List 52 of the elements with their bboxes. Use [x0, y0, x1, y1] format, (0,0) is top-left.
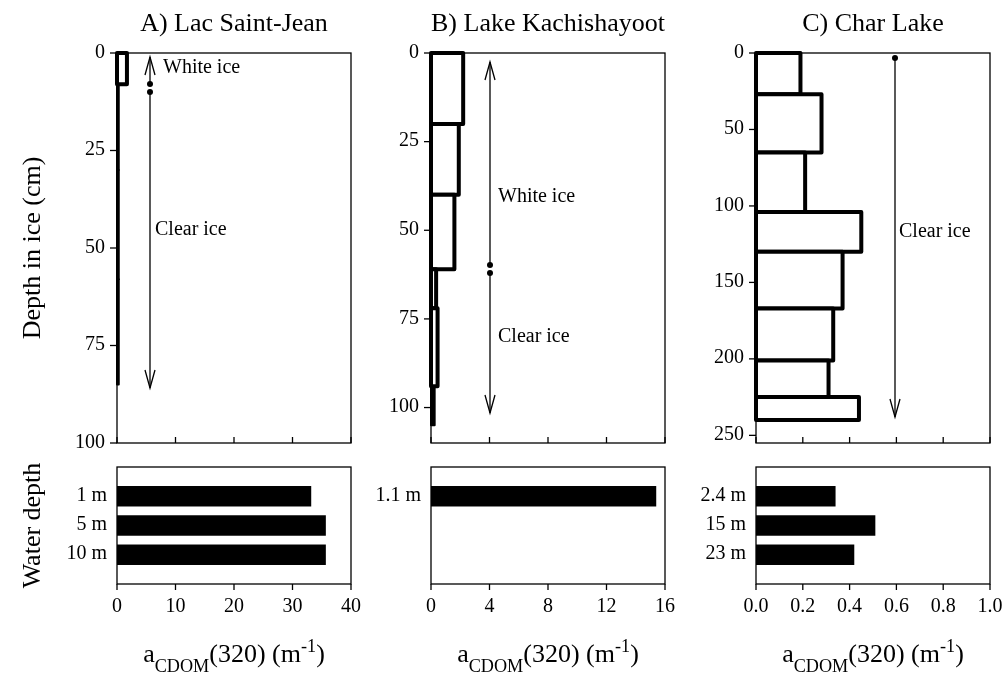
- y-tick-label: 250: [714, 421, 744, 444]
- y-tick-label: 0: [409, 39, 419, 62]
- x-tick-label: 0.4: [837, 594, 863, 616]
- annotation: White ice: [163, 54, 241, 77]
- y-axis-title: Water depth: [17, 462, 46, 589]
- y-tick-label: 25: [85, 137, 105, 160]
- y-tick-label: 50: [399, 216, 419, 239]
- x-axis-title: a$_{CDOM}$(320) (m$^{-1}$): [457, 636, 639, 676]
- x-axis-title: a$_{CDOM}$(320) (m$^{-1}$): [782, 636, 964, 676]
- x-tick-label: 10: [165, 594, 186, 616]
- annotation: White ice: [498, 183, 576, 206]
- x-tick-label: 0.0: [743, 594, 769, 616]
- x-tick-label: 0: [112, 594, 122, 616]
- y-tick-label: 100: [75, 429, 105, 452]
- x-tick-label: 40: [341, 594, 361, 616]
- x-tick-label: 16: [655, 594, 675, 616]
- y-tick-label: 50: [85, 234, 105, 257]
- x-tick-label: 20: [224, 594, 244, 616]
- x-axis-title: a$_{CDOM}$(320) (m$^{-1}$): [143, 636, 325, 676]
- y-tick-label: 100: [389, 394, 419, 417]
- x-tick-label: 0.8: [930, 594, 956, 616]
- annotation: Clear ice: [899, 218, 971, 241]
- y-tick-label: 200: [714, 345, 744, 368]
- x-tick-label: 8: [543, 594, 553, 616]
- y-tick-label: 0: [95, 39, 105, 62]
- y-tick-label: 50: [724, 116, 744, 139]
- x-tick-label: 4: [484, 594, 495, 616]
- annotation: Clear ice: [498, 323, 570, 346]
- y-tick-label: 1.1 m: [375, 482, 422, 505]
- y-tick-label: 5 m: [76, 512, 108, 535]
- y-axis-title: Depth in ice (cm): [17, 156, 46, 340]
- y-tick-label: 23 m: [705, 541, 747, 564]
- y-tick-label: 1 m: [76, 482, 108, 505]
- y-tick-label: 25: [399, 128, 419, 151]
- chart-title: B) Lake Kachishayoot: [431, 8, 666, 37]
- x-tick-label: 30: [282, 594, 303, 616]
- x-tick-label: 12: [596, 594, 617, 616]
- x-tick-label: 1.0: [977, 594, 1003, 616]
- chart-title: A) Lac Saint-Jean: [140, 8, 328, 37]
- annotation: Clear ice: [155, 216, 227, 239]
- y-tick-label: 150: [714, 269, 744, 292]
- x-tick-label: 0: [426, 594, 436, 616]
- x-tick-label: 0.6: [883, 594, 909, 616]
- y-tick-label: 75: [399, 305, 419, 328]
- y-tick-label: 2.4 m: [700, 482, 747, 505]
- chart-title: C) Char Lake: [802, 8, 944, 37]
- x-tick-label: 0.2: [790, 594, 816, 616]
- y-tick-label: 0: [734, 39, 744, 62]
- y-tick-label: 15 m: [705, 512, 747, 535]
- y-tick-label: 100: [714, 192, 744, 215]
- y-tick-label: 10 m: [66, 541, 108, 564]
- y-tick-label: 75: [85, 332, 105, 355]
